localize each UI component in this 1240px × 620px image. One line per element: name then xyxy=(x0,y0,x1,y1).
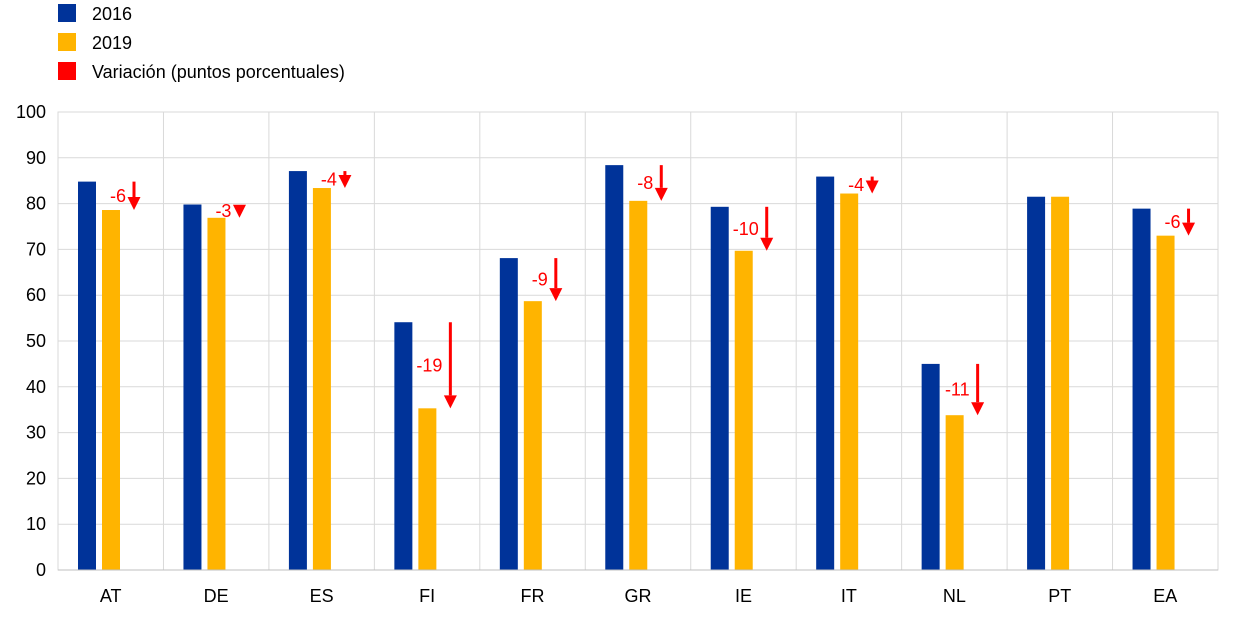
change-arrow-head xyxy=(654,187,668,201)
bar-2019-ES xyxy=(312,188,331,570)
x-tick-label: IE xyxy=(735,586,752,606)
change-arrow-head xyxy=(549,288,563,302)
change-markers: -6 -3 -4 -19 -9 -8 -10 -4 -11 -6 xyxy=(110,165,1196,416)
x-tick-label: ES xyxy=(310,586,334,606)
bar-2019-AT xyxy=(102,210,120,570)
change-label: -6 xyxy=(1165,212,1181,232)
change-label: -9 xyxy=(532,270,548,290)
y-tick-label: 50 xyxy=(26,331,46,351)
change-arrow-head xyxy=(865,180,879,194)
y-tick-label: 90 xyxy=(26,148,46,168)
y-tick-label: 40 xyxy=(26,377,46,397)
y-tick-label: 0 xyxy=(36,560,46,580)
bar-2019-IE xyxy=(734,250,753,571)
x-tick-label: NL xyxy=(943,586,966,606)
change-arrow-head xyxy=(127,197,141,211)
x-tick-label: AT xyxy=(100,586,122,606)
legend-label: 2019 xyxy=(92,33,132,53)
bar-2016-IE xyxy=(710,206,729,570)
change-label: -8 xyxy=(637,173,653,193)
bar-2016-IT xyxy=(816,176,835,570)
legend-label: 2016 xyxy=(92,4,132,24)
x-axis: AT DE ES FI FR GR IE IT NL PT EA xyxy=(58,569,1218,606)
legend-swatch xyxy=(58,33,76,51)
legend-swatch xyxy=(58,4,76,22)
bar-2016-DE xyxy=(183,204,202,571)
legend-label: Variación (puntos porcentuales) xyxy=(92,62,345,82)
change-label: -11 xyxy=(945,380,970,400)
x-tick-label: PT xyxy=(1048,586,1071,606)
bar-2016-FI xyxy=(394,322,413,570)
bar-2019-PT xyxy=(1051,196,1070,571)
change-arrow-head xyxy=(760,237,774,251)
y-axis: 0 10 20 30 40 50 60 70 80 90 100 xyxy=(16,102,46,580)
bar-2019-FI xyxy=(418,408,437,570)
bar-2016-ES xyxy=(288,171,307,570)
chart-grid xyxy=(57,111,1219,571)
y-tick-label: 80 xyxy=(26,194,46,214)
bar-2019-NL xyxy=(945,415,964,570)
x-tick-label: DE xyxy=(204,586,229,606)
bar-2019-FR xyxy=(523,301,542,570)
y-tick-label: 20 xyxy=(26,468,46,488)
bar-2019-EA xyxy=(1156,235,1175,570)
legend-swatch xyxy=(58,62,76,80)
y-tick-label: 60 xyxy=(26,285,46,305)
x-tick-label: GR xyxy=(625,586,652,606)
change-arrow-head xyxy=(1182,222,1196,236)
change-arrow-head xyxy=(971,402,985,416)
bar-2016-AT xyxy=(78,181,96,570)
x-tick-label: IT xyxy=(841,586,857,606)
change-label: -19 xyxy=(416,355,442,375)
change-label: -10 xyxy=(733,219,759,239)
x-tick-label: EA xyxy=(1153,586,1177,606)
change-label: -4 xyxy=(848,175,864,195)
bar-2019-IT xyxy=(840,193,859,571)
change-label: -3 xyxy=(215,201,231,221)
bar-2019-DE xyxy=(207,217,226,570)
change-label: -6 xyxy=(110,186,126,206)
change-arrow-head xyxy=(443,395,457,409)
change-arrow-head xyxy=(338,175,352,189)
bar-2019-GR xyxy=(629,200,648,571)
bar-2016-FR xyxy=(499,258,518,570)
y-tick-label: 10 xyxy=(26,514,46,534)
y-tick-label: 30 xyxy=(26,423,46,443)
bar-2016-PT xyxy=(1027,196,1046,571)
x-tick-label: FI xyxy=(419,586,435,606)
chart-legend: 2016 2019 Variación (puntos porcentuales) xyxy=(58,4,345,82)
change-label: -4 xyxy=(321,170,337,190)
bar-2016-GR xyxy=(605,165,624,571)
chart-bars xyxy=(78,165,1175,571)
bar-2016-NL xyxy=(921,363,940,570)
y-tick-label: 100 xyxy=(16,102,46,122)
y-tick-label: 70 xyxy=(26,239,46,259)
change-arrow-head xyxy=(232,204,246,218)
x-tick-label: FR xyxy=(521,586,545,606)
bar-2016-EA xyxy=(1132,208,1151,570)
